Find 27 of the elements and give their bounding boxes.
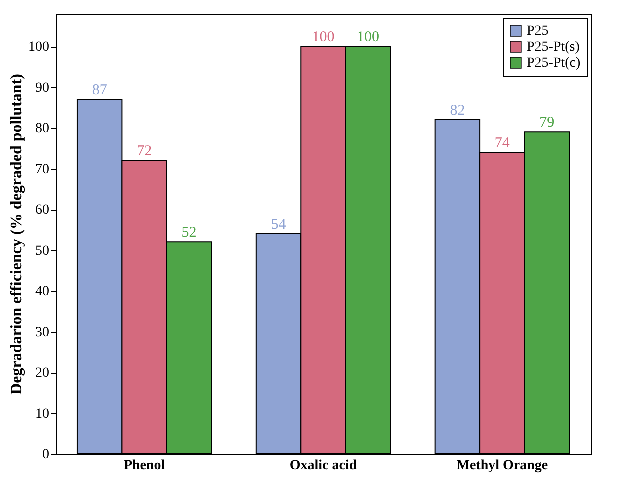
- legend-label: P25-Pt(c): [527, 56, 581, 71]
- data-label: 100: [356, 30, 380, 46]
- data-label: 72: [137, 144, 152, 160]
- x-tick-label: Phenol: [124, 458, 166, 474]
- y-tick-label: 80: [36, 122, 50, 137]
- y-tick-label: 10: [36, 406, 50, 422]
- x-tick-label: Methyl Orange: [456, 458, 548, 474]
- legend-label: P25-Pt(s): [527, 40, 580, 55]
- data-label: 100: [312, 30, 335, 46]
- data-label: 54: [271, 217, 287, 233]
- y-tick-label: 60: [36, 203, 50, 218]
- data-label: 82: [450, 102, 466, 119]
- y-tick-label: 20: [36, 366, 50, 382]
- y-tick-label: 0: [42, 448, 50, 462]
- y-axis-title: Degradarion efficiency (% degraded pollutant): [8, 74, 26, 395]
- y-tick-label: 90: [36, 80, 50, 96]
- y-tick-label: 70: [36, 162, 50, 178]
- y-tick-label: 50: [36, 244, 50, 259]
- y-tick-label: 30: [36, 325, 50, 340]
- data-label: 87: [92, 82, 108, 99]
- data-label: 74: [494, 136, 510, 152]
- data-label: 79: [540, 115, 555, 132]
- y-tick-label: 100: [28, 40, 50, 56]
- y-tick-label: 40: [36, 284, 50, 300]
- legend-label: P25: [527, 24, 549, 39]
- x-tick-label: Oxalic acid: [290, 458, 358, 474]
- data-label: 52: [182, 225, 197, 242]
